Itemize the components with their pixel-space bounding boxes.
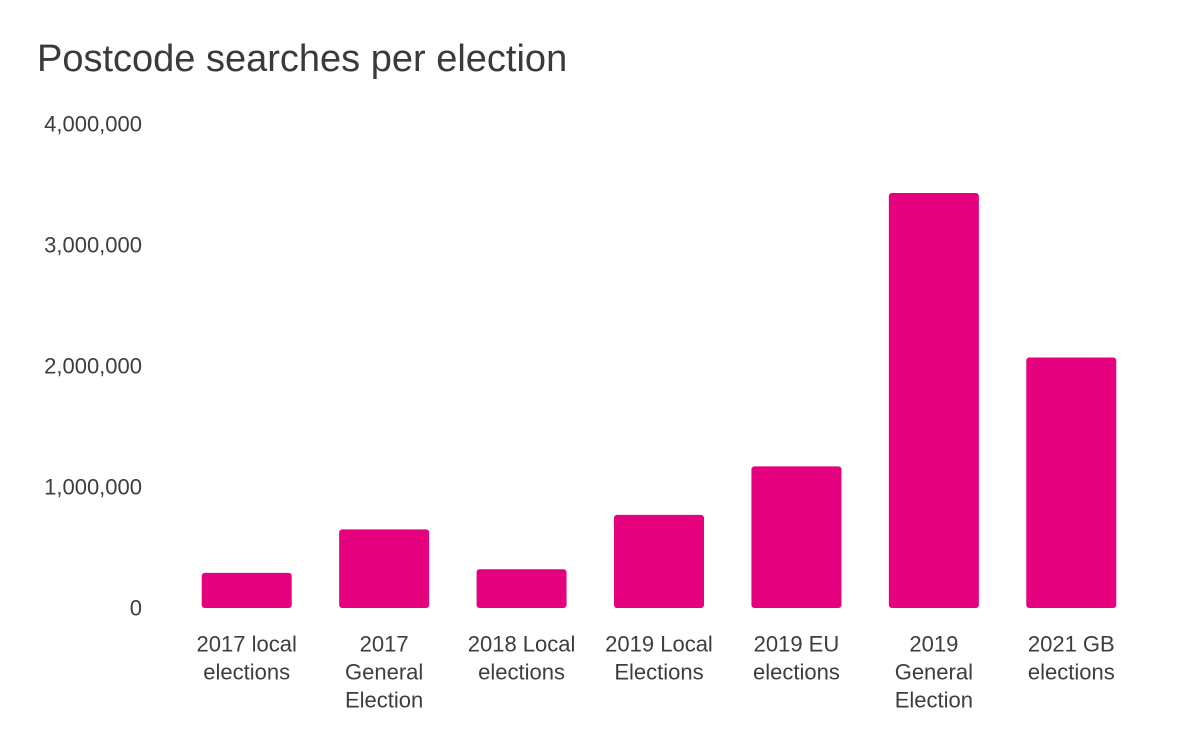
x-category-label-line: 2019	[909, 632, 958, 657]
x-category-label-line: 2019 Local	[605, 632, 713, 657]
y-tick-label: 0	[130, 596, 142, 621]
x-category-label-line: 2021 GB	[1028, 632, 1115, 657]
x-category-label-line: elections	[203, 660, 290, 685]
x-category-label-line: General	[345, 660, 423, 685]
bar	[614, 514, 704, 608]
x-category-label-line: 2017	[360, 632, 409, 657]
x-category-label: 2019 General Election	[895, 632, 973, 713]
x-category-label-line: 2019 EU	[754, 632, 840, 657]
bars	[201, 192, 1117, 608]
x-category-label-line: 2018 Local	[468, 632, 576, 657]
x-category-label-line: Election	[895, 688, 973, 713]
bar	[339, 529, 430, 608]
x-axis: 2017 localelections2017GeneralElection20…	[197, 632, 1115, 713]
y-tick-label: 1,000,000	[44, 475, 142, 500]
x-category-label: 2017 local elections	[197, 632, 297, 685]
bar	[201, 572, 292, 608]
x-category-label-line: elections	[478, 660, 565, 685]
y-tick-label: 4,000,000	[44, 112, 142, 137]
x-category-label: 2019 EU elections	[753, 632, 840, 685]
x-category-label: 2018 Local elections	[468, 632, 576, 685]
x-category-label: 2019 Local Elections	[605, 632, 713, 685]
x-category-label-line: 2017 local	[197, 632, 297, 657]
x-category-label: 2021 GB elections	[1028, 632, 1115, 685]
y-tick-label: 2,000,000	[44, 354, 142, 379]
bar	[1026, 357, 1117, 608]
bar	[751, 466, 842, 608]
x-category-label-line: elections	[1028, 660, 1115, 685]
x-category-label-line: Elections	[614, 660, 703, 685]
bar	[476, 569, 567, 608]
x-category-label-line: General	[895, 660, 973, 685]
y-axis: 0 1,000,000 2,000,000 3,000,000 4,000,000	[44, 112, 142, 621]
x-category-label-line: elections	[753, 660, 840, 685]
y-tick-label: 3,000,000	[44, 233, 142, 258]
x-category-label: 2017 General Election	[345, 632, 423, 713]
x-category-label-line: Election	[345, 688, 423, 713]
bar	[888, 192, 979, 608]
chart-title: Postcode searches per election	[37, 38, 568, 80]
